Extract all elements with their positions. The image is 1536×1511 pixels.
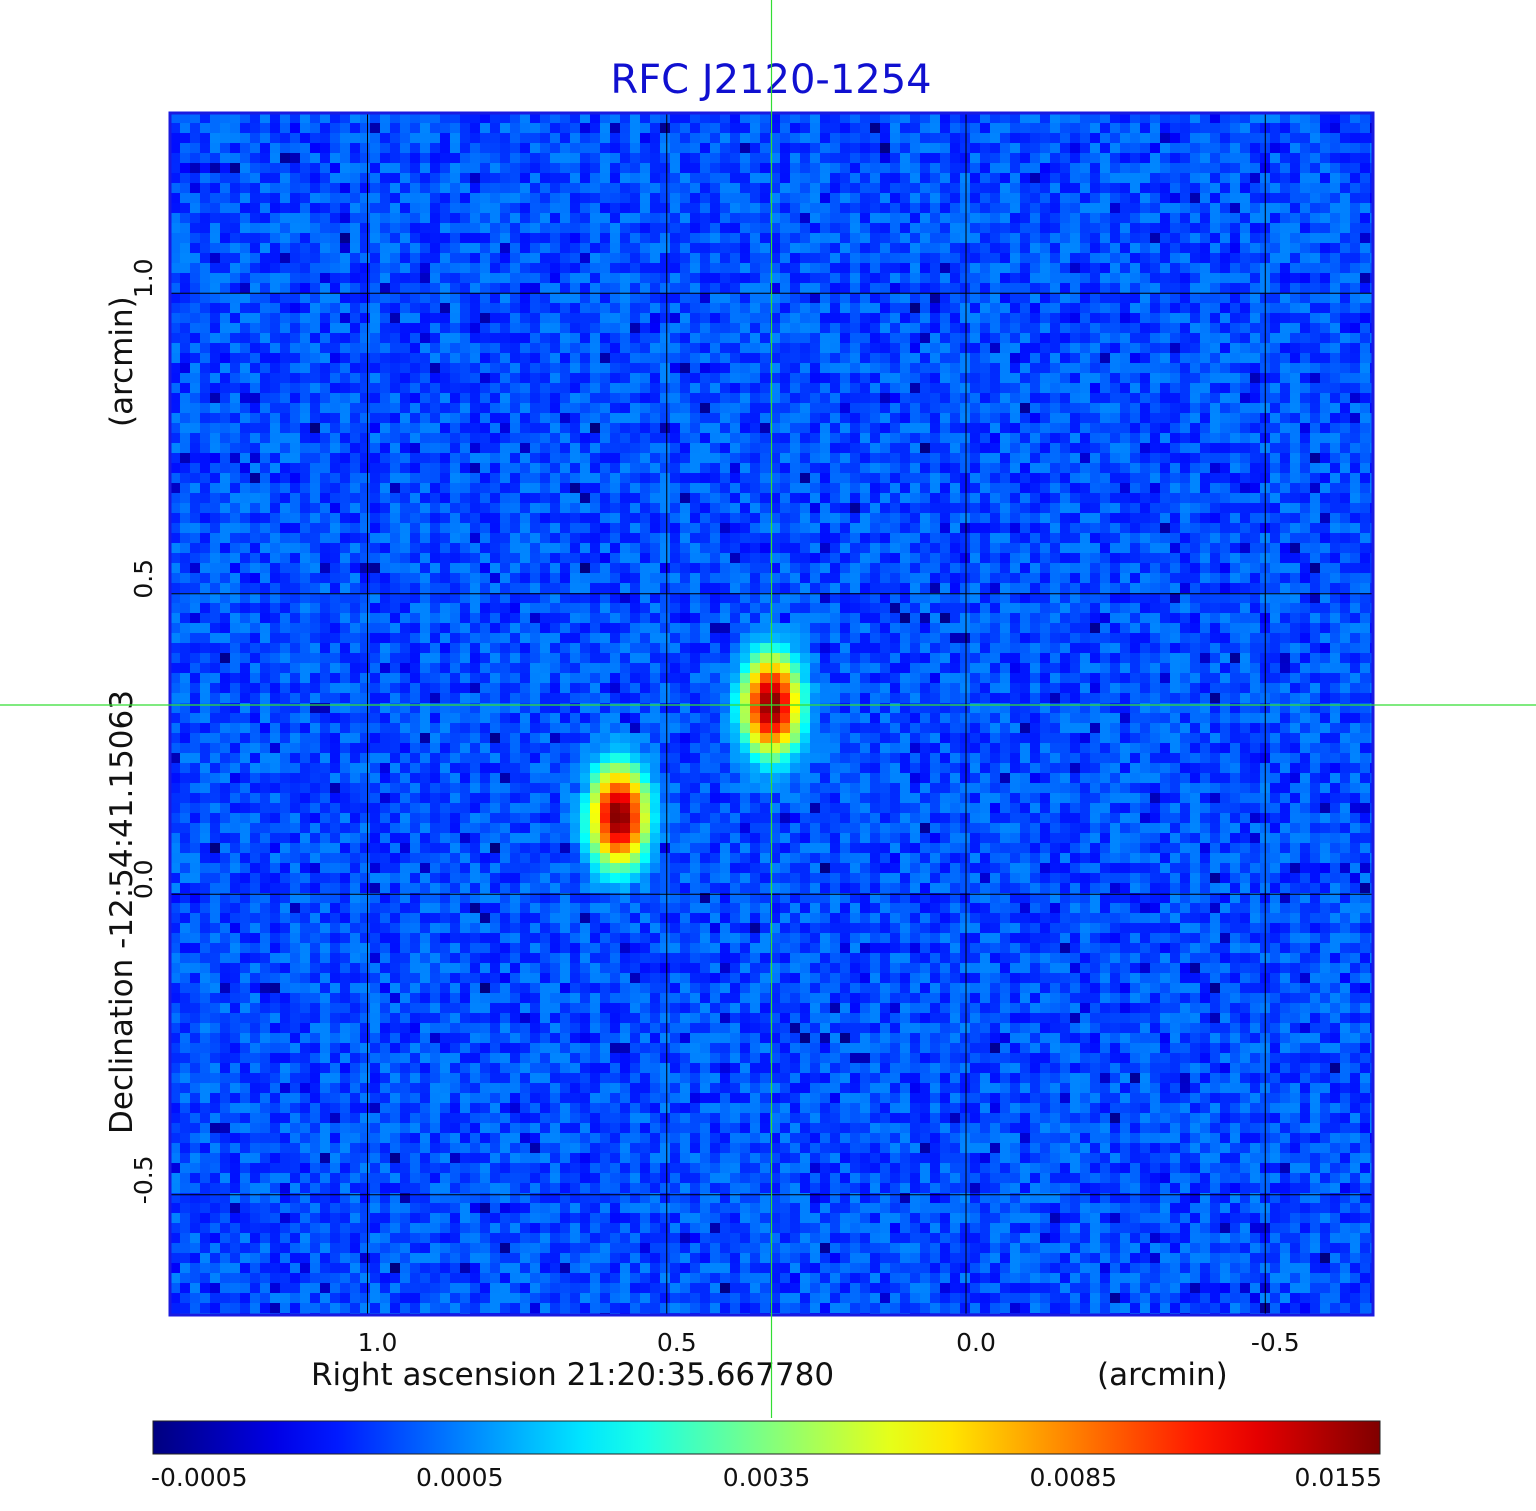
- x-tick-label: 1.0: [358, 1328, 398, 1357]
- x-tick-label: 0.5: [657, 1328, 697, 1357]
- colorbar-tick-label: 0.0035: [723, 1463, 810, 1492]
- colorbar-tick-labels: -0.0005 0.0005 0.0035 0.0085 0.0155: [151, 1463, 1382, 1492]
- colorbar: [152, 1420, 1381, 1455]
- crosshair: [0, 0, 1536, 1418]
- x-tick-label: -0.5: [1251, 1328, 1300, 1357]
- y-axis-unit: (arcmin): [104, 296, 140, 427]
- colorbar-tick-label: 0.0005: [416, 1463, 503, 1492]
- x-axis-unit: (arcmin): [1097, 1357, 1228, 1393]
- colorbar-tick-label: -0.0005: [151, 1463, 248, 1492]
- x-tick-label: 0.0: [956, 1328, 996, 1357]
- x-tick-labels: 1.0 0.5 0.0 -0.5: [358, 1328, 1300, 1357]
- y-tick-label: -0.5: [129, 1155, 158, 1204]
- y-tick-labels: 1.0 0.5 0.0 -0.5: [129, 258, 158, 1204]
- y-tick-label: 1.0: [129, 258, 158, 298]
- y-tick-label: 0.5: [129, 559, 158, 599]
- x-axis-label: Right ascension 21:20:35.667780: [311, 1357, 834, 1393]
- y-axis-label: Declination -12:54:41.15063: [104, 690, 140, 1134]
- colorbar-tick-label: 0.0085: [1030, 1463, 1117, 1492]
- colorbar-tick-label: 0.0155: [1295, 1463, 1382, 1492]
- y-tick-label: 0.0: [129, 859, 158, 899]
